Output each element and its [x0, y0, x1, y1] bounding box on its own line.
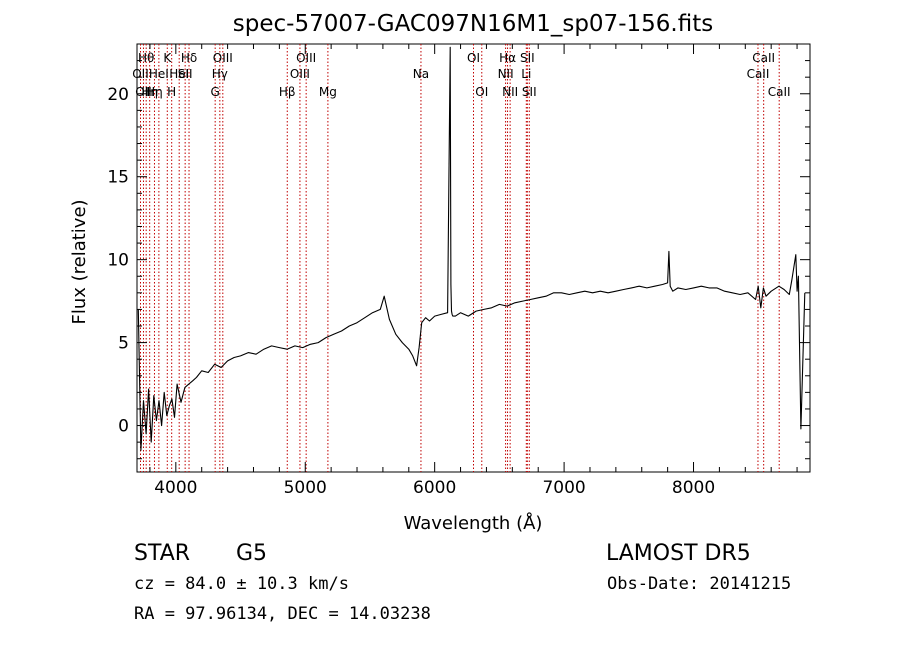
redshift-velocity: cz = 84.0 ± 10.3 km/s: [134, 574, 349, 594]
spectrum-series: [137, 46, 806, 451]
line-marker-label: CaII: [768, 85, 791, 99]
line-marker-label: SII: [522, 85, 537, 99]
line-marker-label: CaII: [747, 67, 770, 81]
line-marker-label: HeI: [169, 67, 189, 81]
line-marker-label: K: [163, 51, 172, 65]
line-marker-label: Na: [413, 67, 429, 81]
object-subclass: G5: [236, 541, 268, 566]
spectral-line-labels: OIIOIIHθHηHηHeIKHHeISIIHδGHγOIIIHβOIIIOI…: [132, 51, 790, 99]
spectral-line-markers: [139, 44, 780, 472]
line-marker-label: NII: [498, 67, 514, 81]
line-marker-label: OIII: [290, 67, 310, 81]
line-marker-label: Hβ: [279, 85, 296, 99]
chart-title: spec-57007-GAC097N16M1_sp07-156.fits: [233, 11, 713, 37]
line-marker-label: OII: [135, 85, 152, 99]
line-marker-label: Hθ: [138, 51, 154, 65]
line-marker-label: OI: [475, 85, 488, 99]
x-tick-label: 4000: [154, 478, 197, 498]
line-marker-label: CaII: [752, 51, 775, 65]
y-tick-label: 20: [107, 85, 129, 105]
spectrum-line: [137, 46, 806, 451]
y-axis-label: Flux (relative): [69, 199, 90, 324]
line-marker-label: OIII: [213, 51, 233, 65]
object-class: STAR: [134, 541, 191, 566]
x-axis-label: Wavelength (Å): [404, 512, 543, 534]
line-marker-label: OIII: [296, 51, 316, 65]
y-tick-label: 10: [107, 251, 129, 271]
coordinates: RA = 97.96134, DEC = 14.03238: [134, 604, 431, 624]
y-tick-label: 0: [118, 417, 129, 437]
x-tick-label: 5000: [284, 478, 327, 498]
y-tick-label: 15: [107, 168, 129, 188]
y-tick-label: 5: [118, 334, 129, 354]
survey-label: LAMOST DR5: [606, 541, 751, 566]
axis-ticks: 4000 5000 6000 7000 8000 0 5 10 15 20: [107, 44, 810, 498]
line-marker-label: Hδ: [181, 51, 197, 65]
line-marker-label: SII: [178, 67, 193, 81]
line-marker-label: NII: [502, 85, 518, 99]
line-marker-label: Hη: [141, 85, 158, 99]
line-marker-label: Hγ: [212, 67, 228, 81]
line-marker-label: Hη: [146, 85, 163, 99]
x-tick-label: 7000: [542, 478, 585, 498]
observation-date: Obs-Date: 20141215: [607, 574, 792, 594]
line-marker-label: H: [167, 85, 176, 99]
line-marker-label: OII: [132, 67, 149, 81]
x-tick-label: 8000: [672, 478, 715, 498]
line-marker-label: OI: [467, 51, 480, 65]
line-marker-label: Mg: [319, 85, 337, 99]
line-marker-label: HeI: [149, 67, 169, 81]
line-marker-label: SII: [520, 51, 535, 65]
line-marker-label: Hα: [499, 51, 516, 65]
line-marker-label: G: [211, 85, 220, 99]
line-marker-label: Li: [521, 67, 531, 81]
x-tick-label: 6000: [413, 478, 456, 498]
